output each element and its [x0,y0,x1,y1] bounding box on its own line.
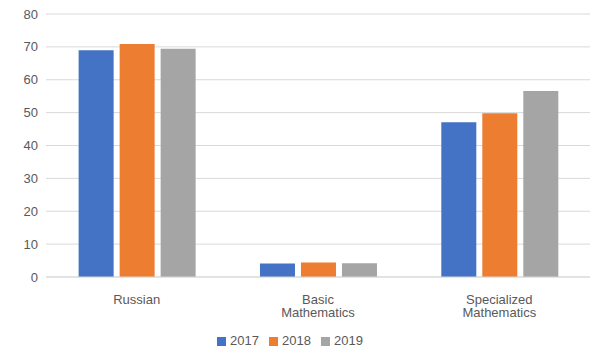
svg-text:40: 40 [24,138,38,153]
svg-text:SpecializedMathematics: SpecializedMathematics [462,292,536,320]
html-text:2018: 2018 [282,333,311,348]
html-text:2017: 2017 [230,333,259,348]
svg-text:0: 0 [31,270,38,285]
svg-text:50: 50 [24,105,38,120]
svg-text:70: 70 [24,39,38,54]
svg-text:30: 30 [24,171,38,186]
svg-text:10: 10 [24,237,38,252]
svg-text:Russian: Russian [113,292,160,307]
svg-text:20: 20 [24,204,38,219]
svg-text:80: 80 [24,7,38,22]
svg-text:BasicMathematics: BasicMathematics [281,292,355,320]
svg-text:60: 60 [24,72,38,87]
html-text:2019: 2019 [334,333,363,348]
